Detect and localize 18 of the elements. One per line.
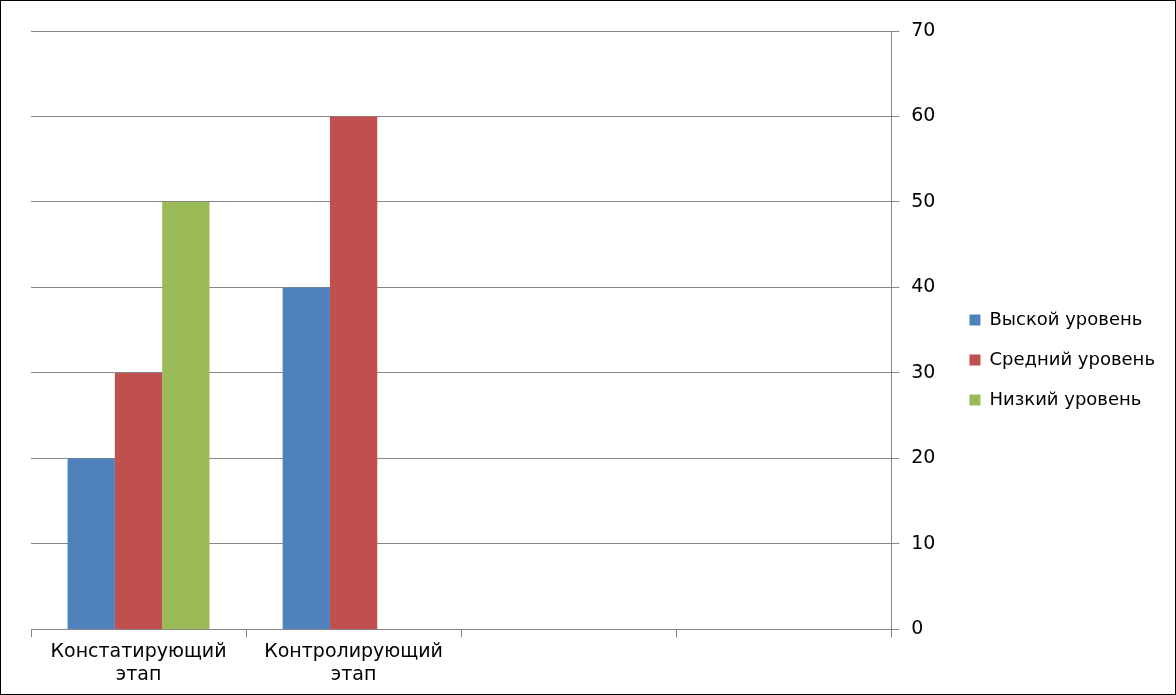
bar (67, 458, 115, 629)
y-tick-label: 40 (911, 274, 936, 297)
x-tick-label: Констатирующий этап (50, 638, 227, 684)
y-tick-label: 0 (911, 616, 924, 639)
bar (282, 287, 330, 629)
legend-label: Выской уровень (989, 307, 1143, 329)
bar (114, 372, 163, 629)
y-tick-label: 20 (911, 445, 936, 468)
y-tick-label: 50 (911, 188, 936, 211)
y-tick-label: 30 (911, 359, 936, 382)
y-tick-label: 70 (911, 17, 936, 40)
bar (162, 201, 210, 629)
x-tick-label: Контролирующий этап (264, 638, 443, 684)
bar (329, 116, 378, 629)
y-tick-label: 10 (911, 530, 936, 553)
legend-label: Низкий уровень (989, 387, 1142, 409)
legend-label: Средний уровень (989, 347, 1156, 369)
y-tick-label: 60 (911, 103, 936, 126)
